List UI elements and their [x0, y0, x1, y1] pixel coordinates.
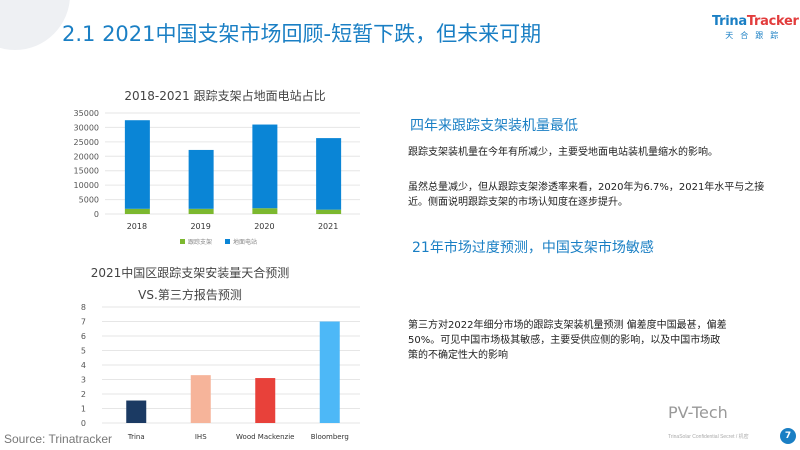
bar-Wood Mackenzie: [255, 378, 276, 423]
x-tick-label: 2021: [318, 222, 338, 231]
y-tick-label: 2: [81, 390, 86, 399]
legend-label: 跟踪支架: [188, 238, 212, 246]
chart1-title: 2018-2021 跟踪支架占地面电站占比: [124, 89, 326, 103]
bar-2020: [252, 124, 278, 209]
page-number: 7: [780, 428, 796, 444]
x-tick-label: 2019: [190, 222, 210, 231]
bar-2018: [124, 120, 150, 209]
chart1-bar-chart: 0 5000 10000 15000 20000 25000 30000 35000 2018 2…: [74, 109, 360, 246]
paragraph-2: 虽然总量减少，但从跟踪支架渗透率来看，2020年为6.7%，2021年水平与之接…: [408, 182, 765, 208]
x-tick-label: 2018: [127, 222, 147, 231]
y-tick-label: 3: [81, 376, 86, 385]
paragraph-1: 跟踪支架装机量在今年有所减少，主要受地面电站装机量缩水的影响。: [408, 147, 718, 158]
bar-2019: [188, 149, 214, 209]
pvtech-watermark: PV-Tech: [668, 403, 728, 422]
chart2-title: 2021中国区跟踪支架安装量天合预测: [90, 266, 290, 280]
y-tick-label: 20000: [74, 152, 99, 161]
y-tick-label: 6: [81, 332, 86, 341]
bar-2021: [316, 209, 342, 214]
bar-Trina: [126, 400, 147, 423]
source-note: Source: Trinatracker: [4, 432, 113, 446]
y-tick-label: 0: [81, 419, 86, 428]
section-heading-2: 21年市场过度预测，中国支架市场敏感: [412, 240, 654, 256]
chart2-bar-chart: 0 1 2 3 4 5 6 7 8 Trina IHS Wood Mackenzie Bloomberg: [81, 303, 360, 441]
paragraph-3: 第三方对2022年细分市场的跟踪支架装机量预测 偏差度中国最甚，偏差50%。可见…: [408, 320, 727, 361]
confidential-note: TrinaSolar Confidential Secret / 机密: [668, 434, 749, 440]
x-tick-label: Wood Mackenzie: [236, 433, 294, 441]
bar-2021: [316, 138, 342, 210]
trinatracker-logo: TrinaTracker 天合跟踪: [712, 14, 799, 40]
bar-Bloomberg: [319, 321, 340, 423]
x-tick-label: Bloomberg: [311, 433, 349, 441]
legend-swatch: [180, 239, 185, 244]
y-tick-label: 25000: [74, 138, 99, 147]
y-tick-label: 4: [81, 361, 86, 370]
y-tick-label: 10000: [74, 181, 99, 190]
page-title: 2.1 2021中国支架市场回顾-短暂下跌，但未来可期: [62, 22, 542, 46]
x-tick-label: IHS: [195, 433, 207, 441]
y-tick-label: 7: [81, 318, 86, 327]
y-tick-label: 5: [81, 347, 86, 356]
bar-2020: [252, 208, 278, 214]
section-heading-1: 四年来跟踪支架装机量最低: [410, 118, 578, 134]
legend-label: 地面电站: [233, 238, 257, 246]
x-tick-label: Trina: [127, 433, 145, 441]
y-tick-label: 0: [94, 210, 99, 219]
bar-2018: [124, 208, 150, 214]
y-tick-label: 30000: [74, 123, 99, 132]
x-tick-label: 2020: [254, 222, 274, 231]
y-tick-label: 15000: [74, 167, 99, 176]
decorative-circle: [0, 0, 70, 50]
y-tick-label: 1: [81, 405, 86, 414]
chart2-subtitle: VS.第三方报告预测: [138, 288, 242, 302]
y-tick-label: 35000: [74, 109, 99, 118]
y-tick-label: 8: [81, 303, 86, 312]
bar-2019: [188, 208, 214, 214]
y-tick-label: 5000: [79, 196, 99, 205]
bar-IHS: [190, 375, 211, 423]
legend-swatch: [225, 239, 230, 244]
